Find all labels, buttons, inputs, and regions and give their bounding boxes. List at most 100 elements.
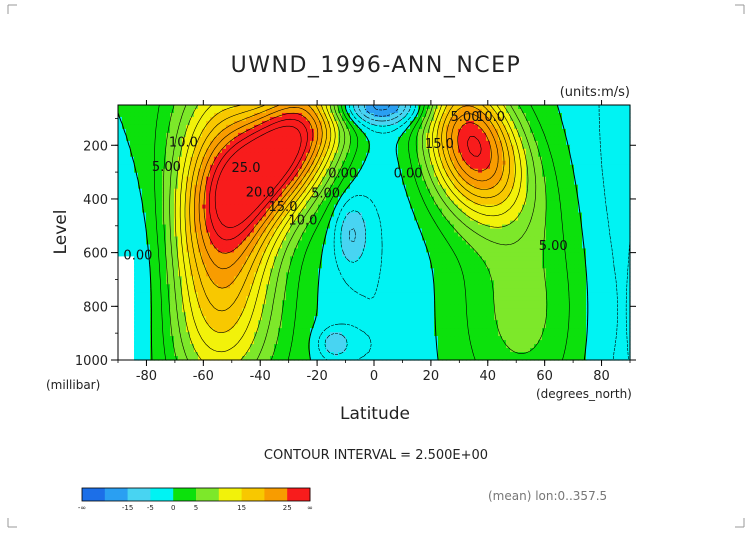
contour-cell <box>346 208 351 214</box>
contour-cell <box>314 180 319 186</box>
contour-cell <box>358 140 363 146</box>
contour-cell <box>166 212 171 218</box>
contour-cell <box>306 216 311 222</box>
contour-cell <box>586 228 591 234</box>
contour-cell <box>622 120 627 126</box>
contour-cell <box>306 256 311 261</box>
contour-cell <box>274 152 279 158</box>
contour-cell <box>346 252 351 257</box>
contour-cell <box>534 200 539 206</box>
contour-cell <box>330 176 335 182</box>
contour-cell <box>530 236 535 242</box>
contour-cell <box>194 144 199 150</box>
contour-cell <box>446 112 451 118</box>
contour-cell <box>218 132 223 138</box>
contour-cell <box>598 168 603 174</box>
contour-cell <box>414 164 419 170</box>
contour-cell <box>594 140 599 146</box>
contour-cell <box>198 140 203 146</box>
contour-cell <box>386 128 391 134</box>
contour-cell <box>234 168 239 174</box>
contour-cell <box>602 124 607 130</box>
contour-cell <box>194 168 199 174</box>
contour-cell <box>374 128 379 134</box>
contour-cell <box>254 124 259 130</box>
contour-cell <box>162 212 167 218</box>
contour-cell <box>614 216 619 222</box>
contour-cell <box>462 236 467 242</box>
contour-cell <box>130 220 135 226</box>
contour-cell <box>174 176 179 182</box>
contour-cell <box>466 180 471 186</box>
contour-cell <box>406 236 411 242</box>
contour-cell <box>546 180 551 186</box>
contour-cell <box>146 132 151 138</box>
contour-cell <box>402 204 407 210</box>
contour-cell <box>626 248 631 254</box>
contour-cell <box>154 248 159 254</box>
contour-cell <box>174 188 179 194</box>
contour-cell <box>286 252 291 257</box>
contour-cell <box>546 184 551 190</box>
contour-cell <box>150 140 155 146</box>
contour-cell <box>418 216 423 222</box>
contour-cell <box>170 148 175 154</box>
contour-cell <box>194 192 199 198</box>
contour-cell <box>134 160 139 166</box>
contour-cell <box>414 256 419 261</box>
contour-cell <box>626 240 631 246</box>
contour-cell <box>554 164 559 170</box>
contour-cell <box>230 252 235 257</box>
contour-cell <box>174 164 179 170</box>
contour-cell <box>398 144 403 150</box>
contour-cell <box>310 220 315 226</box>
contour-cell <box>218 116 223 122</box>
contour-cell <box>490 180 495 186</box>
contour-cell <box>178 164 183 170</box>
contour-cell <box>574 132 579 138</box>
contour-cell <box>482 256 487 261</box>
contour-cell <box>474 208 479 214</box>
contour-cell <box>594 232 599 238</box>
contour-cell <box>566 220 571 226</box>
contour-cell <box>554 176 559 182</box>
contour-cell <box>326 204 331 210</box>
contour-cell <box>282 184 287 190</box>
contour-cell <box>406 224 411 230</box>
contour-cell <box>190 116 195 122</box>
contour-cell <box>486 216 491 222</box>
contour-cell <box>474 252 479 257</box>
contour-cell <box>266 220 271 226</box>
contour-cell <box>290 256 295 261</box>
contour-cell <box>530 140 535 146</box>
contour-cell <box>402 224 407 230</box>
contour-cell <box>614 236 619 242</box>
contour-cell <box>190 144 195 150</box>
contour-cell <box>298 148 303 154</box>
contour-cell <box>166 124 171 130</box>
contour-cell <box>178 108 183 114</box>
contour-cell <box>454 252 459 257</box>
contour-cell <box>150 144 155 150</box>
contour-cell <box>262 176 267 182</box>
contour-cell <box>150 236 155 242</box>
contour-cell <box>366 156 371 162</box>
contour-cell <box>614 172 619 178</box>
contour-cell <box>174 232 179 238</box>
contour-cell <box>542 228 547 234</box>
contour-cell <box>550 256 555 261</box>
contour-cell <box>294 180 299 186</box>
contour-cell <box>414 172 419 178</box>
contour-cell <box>618 108 623 114</box>
contour-cell <box>570 224 575 230</box>
contour-cell <box>554 248 559 254</box>
contour-cell <box>270 144 275 150</box>
contour-cell <box>434 192 439 198</box>
contour-cell <box>330 112 335 118</box>
contour-cell <box>402 105 407 110</box>
contour-cell <box>186 256 191 261</box>
contour-cell <box>326 228 331 234</box>
contour-cell <box>118 212 123 218</box>
contour-cell <box>502 108 507 114</box>
contour-cell <box>346 216 351 222</box>
